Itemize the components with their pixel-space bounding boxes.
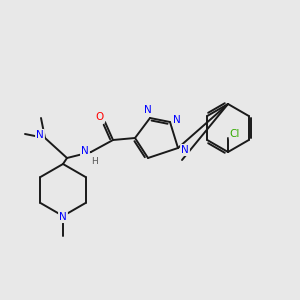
Text: Cl: Cl bbox=[230, 129, 240, 139]
Text: N: N bbox=[144, 105, 152, 115]
Text: O: O bbox=[96, 112, 104, 122]
Text: N: N bbox=[59, 212, 67, 222]
Text: N: N bbox=[173, 115, 181, 125]
Text: H: H bbox=[91, 157, 98, 166]
Text: N: N bbox=[36, 130, 44, 140]
Text: N: N bbox=[181, 145, 189, 155]
Text: N: N bbox=[81, 146, 89, 156]
